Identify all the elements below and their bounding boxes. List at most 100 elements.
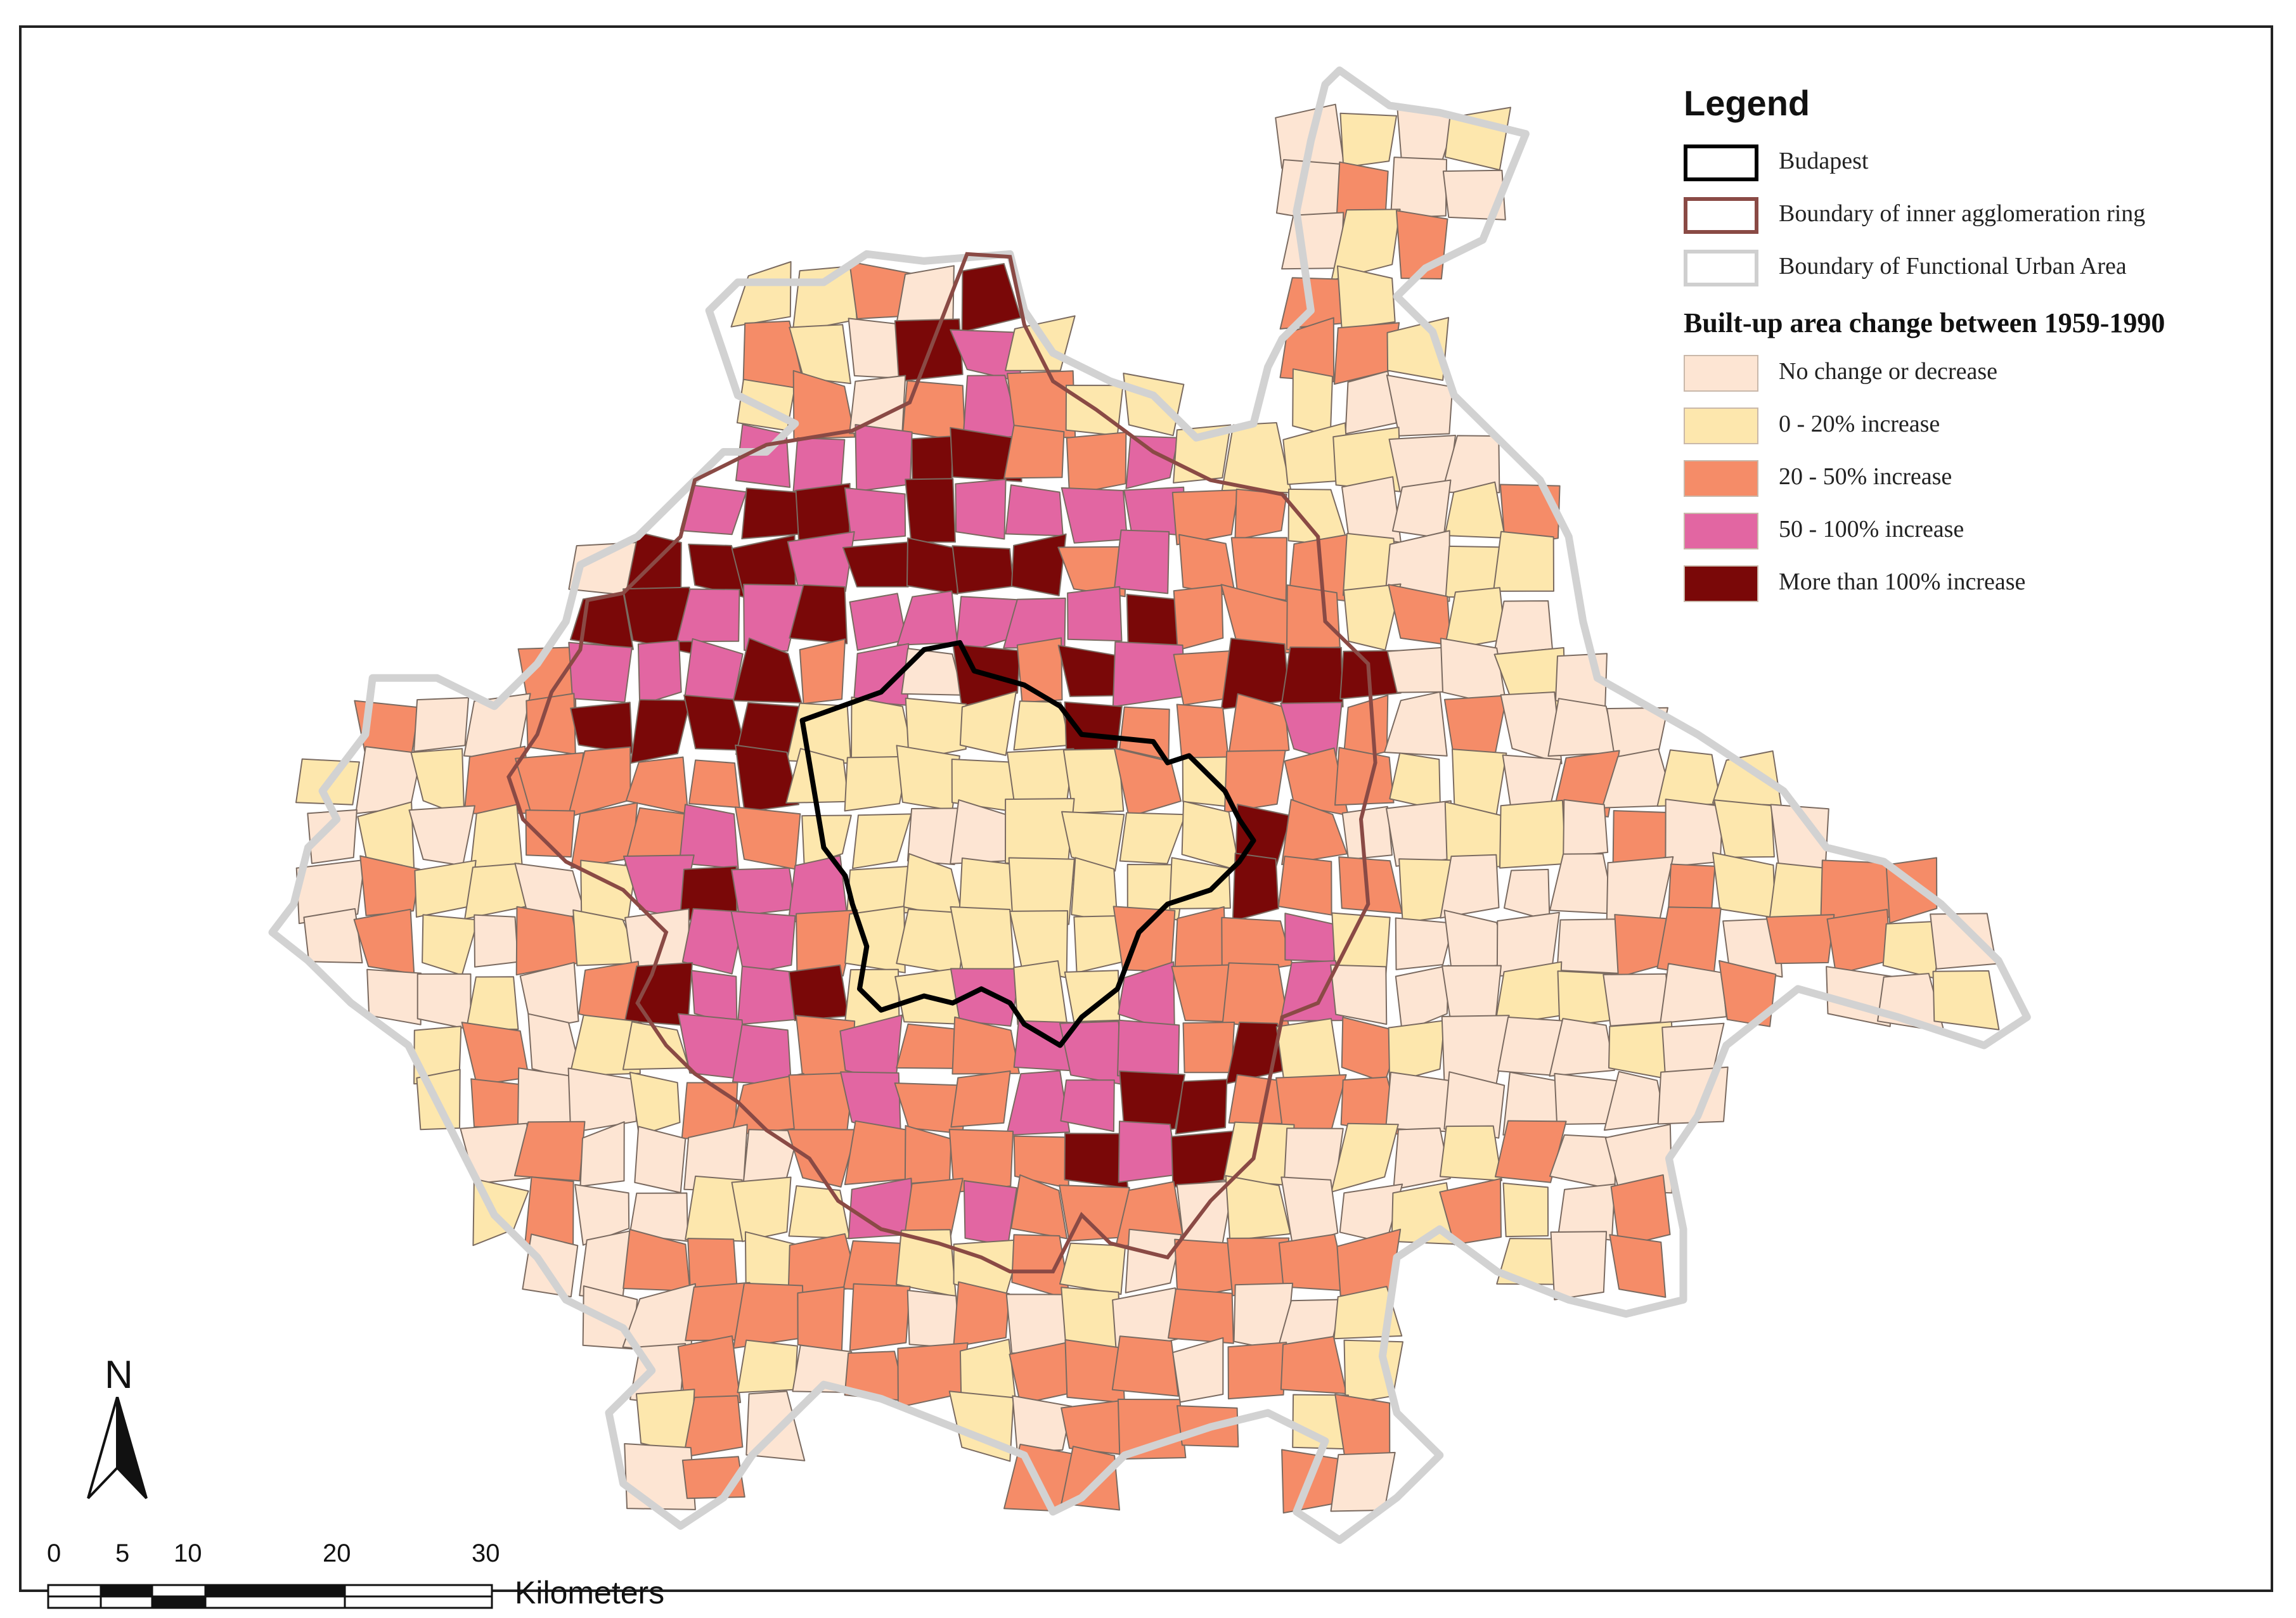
municipality <box>792 265 858 333</box>
scale-tick-label: 10 <box>174 1539 202 1567</box>
municipality <box>1230 537 1287 601</box>
legend-item-class: 0 - 20% increase <box>1684 405 2267 447</box>
legend-item-class: 20 - 50% increase <box>1684 458 2267 499</box>
municipality <box>963 1180 1017 1247</box>
north-arrow-icon <box>87 1397 148 1499</box>
municipality <box>950 1070 1011 1128</box>
municipality <box>953 1281 1010 1347</box>
legend-label: 0 - 20% increase <box>1779 411 1940 437</box>
municipality <box>1278 1233 1348 1292</box>
scale-tick-label: 30 <box>472 1539 500 1567</box>
municipality <box>1066 432 1127 496</box>
municipality <box>683 1395 744 1458</box>
municipality <box>733 1282 804 1349</box>
municipality <box>1275 1018 1341 1081</box>
municipality <box>1660 963 1727 1024</box>
municipality <box>1123 373 1185 437</box>
municipality <box>1284 913 1338 963</box>
legend-swatch-budapest <box>1684 144 1758 181</box>
municipality <box>570 702 633 755</box>
legend-swatch-inner-ring <box>1684 197 1758 234</box>
municipality <box>961 263 1022 333</box>
north-arrow: N <box>82 1352 164 1517</box>
legend-item-class: No change or decrease <box>1684 352 2267 394</box>
legend-section-title: Built-up area change between 1959-1990 <box>1684 307 2165 338</box>
municipality <box>1334 747 1395 806</box>
municipality <box>1010 533 1067 596</box>
scale-bar-graphic <box>47 1584 493 1609</box>
municipality <box>1118 1120 1178 1183</box>
municipality <box>801 814 852 866</box>
municipality <box>948 1129 1014 1193</box>
municipality <box>676 588 740 643</box>
legend: Legend Budapest Boundary of inner agglom… <box>1676 79 2272 624</box>
municipality <box>844 1120 913 1185</box>
municipality <box>1604 1124 1673 1194</box>
municipality <box>842 541 915 587</box>
municipality <box>1341 806 1393 861</box>
municipality <box>1062 748 1125 814</box>
municipality <box>1280 1176 1339 1248</box>
municipality <box>465 976 519 1031</box>
municipality <box>730 261 792 328</box>
municipality <box>732 1024 792 1086</box>
municipality <box>1071 857 1118 923</box>
municipality <box>1712 750 1782 806</box>
municipality <box>1341 476 1402 543</box>
municipality <box>1386 800 1454 867</box>
municipality <box>852 813 912 870</box>
municipality <box>1391 479 1452 539</box>
municipality <box>1440 854 1500 919</box>
municipality <box>896 745 960 811</box>
municipality <box>1280 1335 1347 1394</box>
municipality <box>1389 752 1441 811</box>
municipality <box>1182 1022 1235 1074</box>
municipality <box>844 755 909 812</box>
municipality <box>1175 1079 1228 1135</box>
municipality <box>789 324 851 385</box>
municipality <box>737 1339 798 1394</box>
municipality <box>1168 1288 1234 1344</box>
municipality <box>1547 698 1618 757</box>
municipality <box>1442 169 1506 221</box>
municipality <box>1061 1400 1127 1456</box>
municipality <box>1502 1182 1549 1238</box>
municipality <box>1277 856 1332 916</box>
municipality <box>1550 1231 1608 1300</box>
legend-item-inner-ring: Boundary of inner agglomeration ring <box>1684 195 2267 236</box>
municipality <box>634 1126 687 1193</box>
legend-item-budapest: Budapest <box>1684 142 2267 184</box>
municipality <box>579 1121 625 1187</box>
municipality <box>734 806 801 870</box>
municipality <box>1061 487 1128 544</box>
municipality <box>1008 857 1075 925</box>
legend-label: No change or decrease <box>1779 358 1997 385</box>
municipality <box>470 804 524 869</box>
municipality <box>1113 906 1176 973</box>
municipality <box>906 537 958 595</box>
legend-swatch-class <box>1684 408 1758 444</box>
municipality <box>1712 852 1776 919</box>
legend-item-class: More than 100% increase <box>1684 563 2267 605</box>
municipality <box>295 859 366 925</box>
municipality <box>735 744 800 813</box>
municipality <box>1722 918 1783 978</box>
municipality <box>796 909 858 977</box>
municipality <box>1386 375 1454 437</box>
municipality <box>743 584 804 652</box>
municipality <box>1060 1079 1115 1133</box>
municipality <box>525 809 576 858</box>
scale-tick-label: 5 <box>115 1539 130 1567</box>
municipality <box>1061 811 1125 872</box>
municipality <box>1493 530 1554 592</box>
municipality <box>1005 798 1075 864</box>
municipality <box>1343 583 1402 651</box>
municipality <box>1719 960 1777 1027</box>
municipality <box>1010 1174 1068 1240</box>
scale-bar: 0 5 10 20 30 Kilometers <box>47 1539 693 1615</box>
municipality <box>787 1129 858 1188</box>
municipality <box>1125 1228 1182 1294</box>
municipality <box>855 424 913 492</box>
municipality <box>788 1185 851 1239</box>
municipality <box>1439 1178 1502 1245</box>
